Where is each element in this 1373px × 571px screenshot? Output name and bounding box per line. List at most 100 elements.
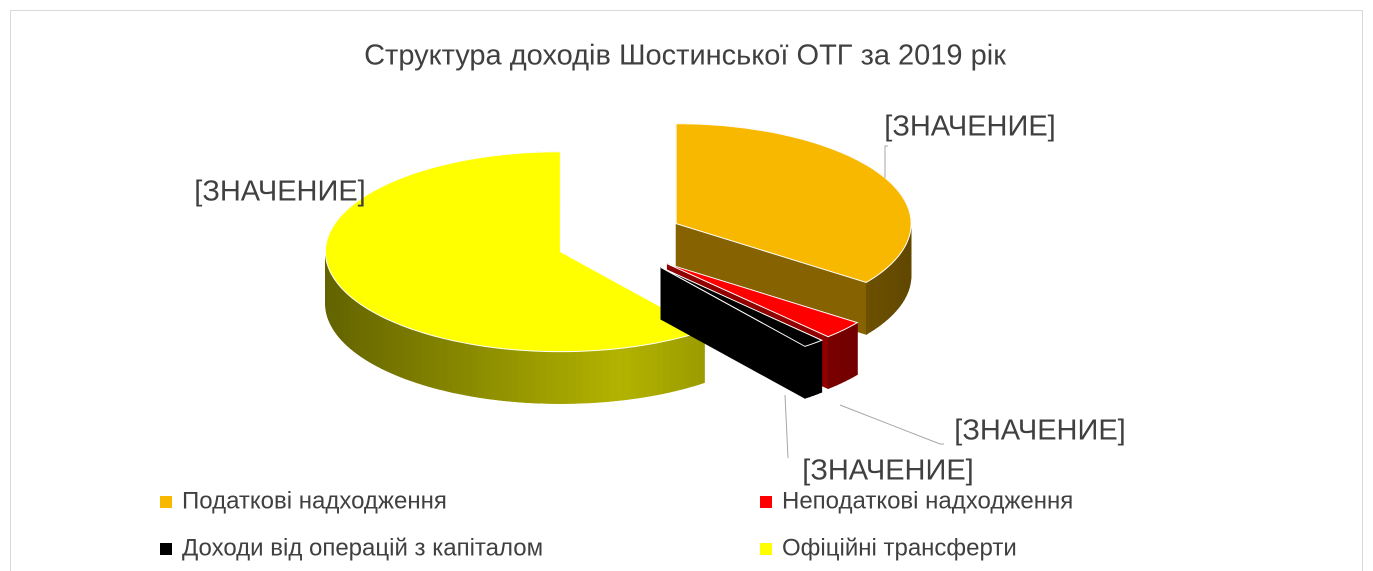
legend-swatch xyxy=(760,496,772,508)
slice-side xyxy=(832,332,838,388)
slice-side xyxy=(518,349,526,403)
slice-side xyxy=(622,346,631,401)
slice xyxy=(675,123,912,283)
slice-side xyxy=(376,313,382,369)
slice-side xyxy=(452,340,459,395)
slice-side xyxy=(808,342,814,398)
slice-side xyxy=(845,326,850,382)
slice-side xyxy=(884,266,889,323)
slice-side xyxy=(893,258,897,315)
slice-side xyxy=(433,335,441,390)
slice-side xyxy=(836,330,842,386)
slice-side xyxy=(668,338,676,393)
slice-side xyxy=(887,263,891,320)
slice-side xyxy=(629,345,637,400)
slice-side xyxy=(411,328,418,384)
slice-side xyxy=(504,348,513,402)
legend-label: Доходи від операцій з капіталом xyxy=(182,534,543,561)
legend-label: Неподаткові надходження xyxy=(782,487,1073,514)
slice-side xyxy=(334,278,338,336)
slice-side xyxy=(865,279,871,335)
slice-side xyxy=(674,337,682,392)
slice-side xyxy=(532,350,540,404)
labels: [ЗНАЧЕНИЕ] [ЗНАЧЕНИЕ] [ЗНАЧЕНИЕ] [ЗНАЧЕНИЕ] xyxy=(194,111,1125,487)
slice-side xyxy=(546,351,554,404)
data-label: [ЗНАЧЕНИЕ] xyxy=(194,176,365,208)
slice-side xyxy=(567,351,576,404)
slice-side xyxy=(574,350,583,404)
slice-side xyxy=(662,339,670,395)
slice-side xyxy=(655,341,663,396)
slice-side xyxy=(817,339,823,395)
legend-label: Податкові надходження xyxy=(182,487,447,514)
data-label: [ЗНАЧЕНИЕ] xyxy=(954,415,1125,447)
slice-side xyxy=(511,349,520,403)
slice-side xyxy=(491,346,499,401)
slice-side xyxy=(427,333,435,389)
slice-side xyxy=(636,344,644,399)
slice-side xyxy=(853,322,858,378)
slice-side xyxy=(364,306,369,362)
slice-side xyxy=(804,344,810,399)
slice-side xyxy=(385,318,391,374)
slice-side xyxy=(336,281,340,339)
slice-side xyxy=(877,271,882,328)
pie xyxy=(324,123,912,404)
slice-side xyxy=(680,335,688,390)
slice-side xyxy=(873,274,879,331)
slice-side xyxy=(525,350,533,404)
slice-side xyxy=(539,350,547,404)
slice-side xyxy=(869,276,875,333)
slice-side xyxy=(372,311,378,367)
slice-side xyxy=(849,324,854,380)
slice-side xyxy=(497,347,506,402)
leader-line xyxy=(884,145,888,178)
legend-swatch xyxy=(760,543,772,555)
slice-side xyxy=(405,326,412,382)
slice-side xyxy=(360,303,365,360)
slice xyxy=(667,263,859,338)
slice-side xyxy=(686,333,694,389)
slice-side xyxy=(560,351,569,404)
slice-side xyxy=(841,328,846,384)
legend: Податкові надходження Неподаткові надходж… xyxy=(160,487,1073,561)
slice-side xyxy=(553,351,561,404)
slice-side xyxy=(346,293,351,350)
slice xyxy=(660,266,824,347)
slice-side xyxy=(649,342,657,397)
data-label: [ЗНАЧЕНИЕ] xyxy=(802,455,973,487)
slice-side xyxy=(422,332,429,387)
slice-side xyxy=(827,334,833,390)
slice-side xyxy=(416,330,423,386)
slice-side xyxy=(353,298,358,355)
slice-side xyxy=(341,287,345,344)
slice-side xyxy=(350,295,354,352)
slice-side xyxy=(880,269,885,326)
slice-side xyxy=(692,332,700,387)
legend-label: Офіційні трансферти xyxy=(782,534,1017,561)
slice-side xyxy=(400,324,407,380)
slice-side xyxy=(395,322,402,378)
slice-side xyxy=(616,347,624,402)
legend-swatch xyxy=(160,496,172,508)
slice-side xyxy=(344,290,348,347)
slice-side xyxy=(356,301,361,357)
slice-side xyxy=(609,348,617,402)
legend-swatch xyxy=(160,543,172,555)
slice-side xyxy=(477,344,485,399)
slice-side xyxy=(368,308,373,365)
leader-line xyxy=(839,404,944,445)
slice-side xyxy=(338,284,343,342)
slice xyxy=(324,151,706,353)
leader-line xyxy=(784,394,789,459)
slice-side xyxy=(390,320,396,376)
slice-side xyxy=(484,345,492,400)
slice-side xyxy=(890,261,894,318)
data-label: [ЗНАЧЕНИЕ] xyxy=(884,111,1055,143)
slice-side xyxy=(464,342,472,397)
slice-side xyxy=(813,341,819,396)
slice-side xyxy=(898,252,901,310)
slice-side xyxy=(458,341,466,396)
slice-side xyxy=(380,315,387,372)
